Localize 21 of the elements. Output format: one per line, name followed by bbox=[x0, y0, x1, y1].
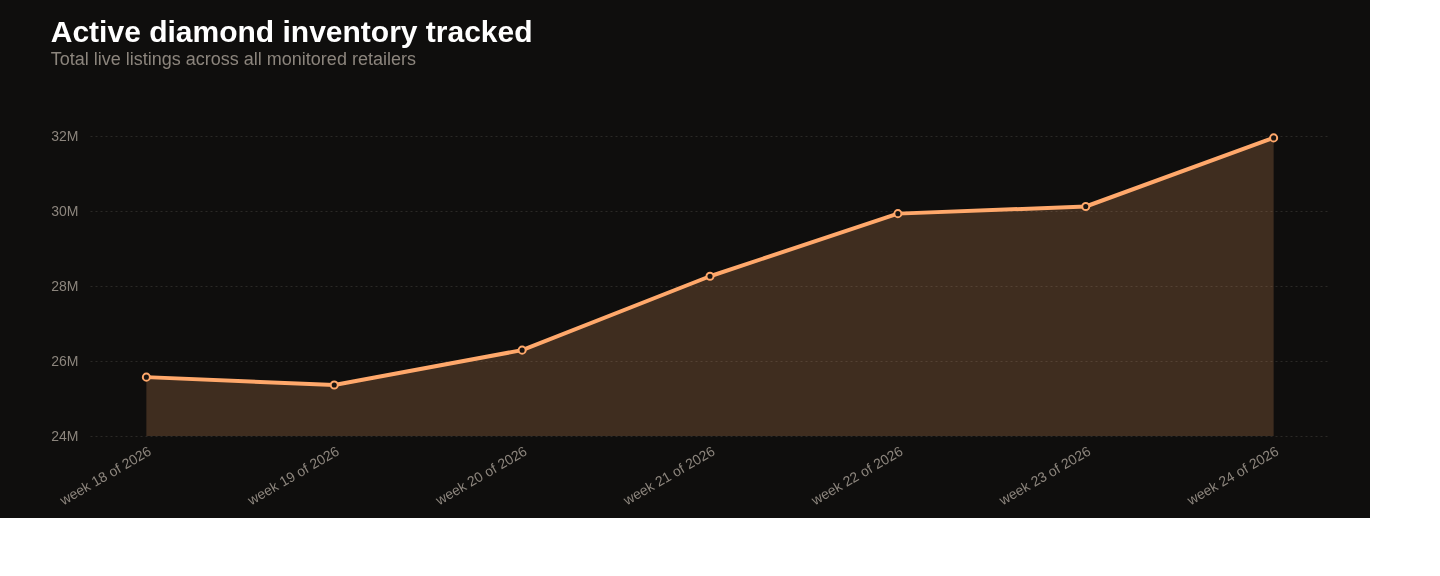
point bbox=[517, 345, 527, 355]
x-tick-label: week 21 of 2026 bbox=[619, 442, 718, 509]
y-tick-label: 24M bbox=[51, 427, 79, 444]
point bbox=[329, 380, 339, 390]
point bbox=[1081, 201, 1091, 212]
x-tick-label: week 19 of 2026 bbox=[243, 442, 342, 509]
point bbox=[705, 271, 715, 281]
x-tick-label: week 18 of 2026 bbox=[56, 442, 155, 509]
chart-subtitle: Total live listings across all monitored retailers bbox=[50, 49, 416, 69]
point bbox=[893, 209, 903, 219]
x-tick-label: week 23 of 2026 bbox=[995, 442, 1094, 509]
x-tick-label: week 20 of 2026 bbox=[431, 442, 530, 509]
point bbox=[1269, 133, 1279, 143]
point bbox=[141, 372, 151, 382]
y-tick-label: 28M bbox=[51, 277, 79, 294]
y-tick-label: 32M bbox=[51, 127, 79, 144]
y-tick-label: 30M bbox=[51, 202, 79, 219]
x-tick-label: week 22 of 2026 bbox=[807, 442, 906, 509]
x-tick-label: week 24 of 2026 bbox=[1183, 442, 1282, 509]
chart-title: Active diamond inventory tracked bbox=[50, 15, 533, 48]
y-tick-label: 26M bbox=[51, 352, 79, 369]
